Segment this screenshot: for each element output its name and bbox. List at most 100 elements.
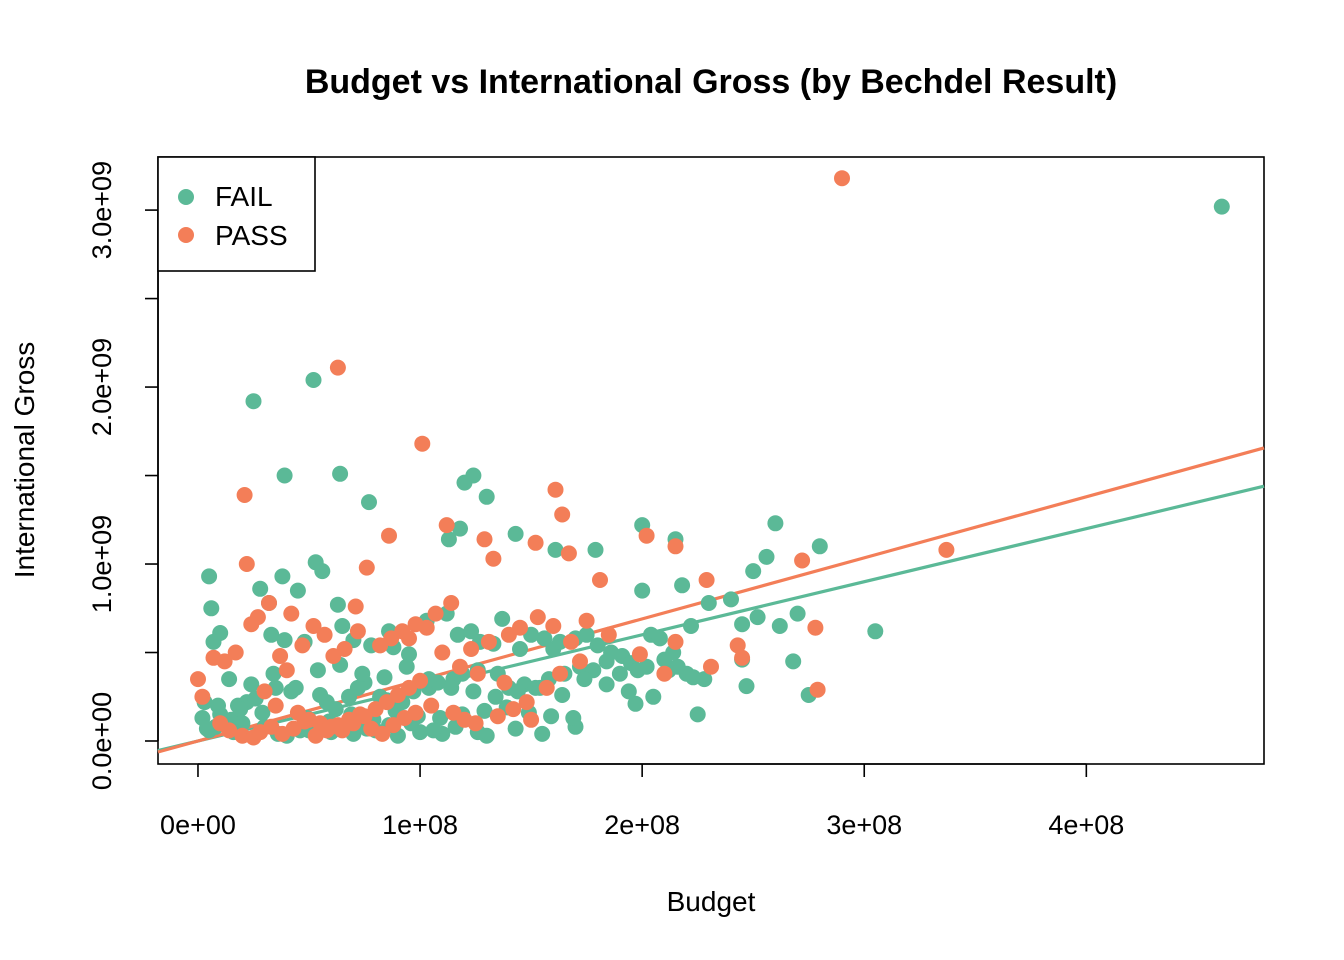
point-fail	[620, 683, 637, 700]
point-fail	[767, 515, 784, 532]
point-pass	[267, 697, 284, 714]
point-fail	[645, 688, 662, 705]
point-fail	[771, 618, 788, 634]
y-tick-label: 2.0e+09	[87, 338, 117, 436]
point-pass	[272, 648, 289, 664]
point-fail	[683, 618, 699, 634]
point-fail	[243, 676, 260, 693]
point-pass	[485, 550, 502, 567]
point-pass	[374, 725, 391, 742]
point-fail	[811, 538, 828, 555]
point-fail	[785, 653, 802, 670]
point-pass	[547, 481, 564, 498]
point-pass	[294, 637, 311, 654]
x-tick-label: 0e+00	[160, 810, 236, 840]
point-pass	[518, 694, 535, 711]
point-fail	[354, 665, 371, 682]
chart-title: Budget vs International Gross (by Bechde…	[305, 63, 1117, 101]
point-fail	[210, 697, 226, 714]
x-tick-label: 4e+08	[1048, 810, 1124, 840]
point-pass	[809, 681, 826, 698]
point-fail	[263, 626, 280, 643]
point-pass	[469, 665, 486, 682]
point-pass	[734, 649, 751, 666]
point-pass	[463, 641, 480, 657]
point-pass	[938, 541, 955, 558]
point-pass	[372, 637, 389, 654]
point-pass	[667, 633, 684, 650]
point-fail	[536, 630, 553, 647]
point-pass	[443, 595, 460, 611]
x-tick-label: 3e+08	[826, 810, 902, 840]
point-fail	[611, 665, 628, 682]
point-pass	[261, 595, 277, 611]
point-pass	[427, 605, 444, 622]
point-fail	[494, 610, 511, 627]
legend: FAIL PASS	[157, 156, 316, 272]
point-fail	[476, 702, 493, 719]
point-fail	[547, 541, 564, 558]
point-pass	[194, 688, 211, 705]
point-fail	[376, 669, 393, 686]
point-pass	[500, 626, 517, 643]
point-fail	[201, 568, 218, 585]
point-pass	[703, 658, 719, 675]
y-tick-label: 3.0e+09	[87, 161, 117, 259]
point-pass	[352, 706, 369, 723]
point-fail	[289, 582, 306, 599]
point-fail	[361, 494, 377, 511]
point-pass	[238, 556, 255, 572]
point-fail	[265, 665, 282, 682]
point-pass	[227, 644, 244, 661]
point-pass	[496, 674, 513, 691]
point-pass	[552, 665, 568, 682]
point-pass	[529, 609, 546, 626]
point-fail	[1213, 198, 1230, 215]
point-pass	[729, 637, 746, 654]
point-fail	[329, 596, 346, 613]
point-pass	[560, 545, 577, 562]
point-fail	[700, 595, 717, 611]
point-pass	[489, 708, 506, 725]
point-fail	[452, 520, 468, 537]
point-fail	[449, 626, 466, 643]
point-fail	[487, 688, 504, 705]
legend-box	[157, 156, 316, 272]
point-pass	[600, 626, 617, 643]
point-fail	[598, 653, 615, 670]
point-pass	[190, 671, 206, 688]
point-pass	[656, 665, 673, 682]
point-pass	[256, 683, 273, 700]
point-fail	[543, 708, 560, 725]
point-pass	[283, 605, 300, 622]
y-tick-label: 0.0e+00	[87, 692, 117, 790]
point-pass	[807, 619, 824, 636]
point-fail	[401, 646, 417, 663]
point-pass	[554, 506, 571, 523]
point-pass	[631, 646, 648, 663]
point-fail	[509, 683, 526, 700]
point-fail	[327, 701, 344, 718]
point-fail	[598, 676, 615, 693]
point-pass	[414, 435, 431, 452]
x-tick-label: 1e+08	[382, 810, 458, 840]
point-fail	[203, 600, 220, 617]
point-fail	[232, 701, 249, 718]
point-pass	[467, 715, 484, 732]
point-fail	[696, 671, 713, 688]
y-axis: 0.0e+00 1.0e+09 2.0e+09 3.0e+09	[87, 161, 159, 790]
point-fail	[565, 710, 582, 726]
point-pass	[401, 630, 417, 647]
point-fail	[552, 633, 568, 650]
point-fail	[221, 671, 238, 688]
legend-label-pass: PASS	[215, 220, 288, 251]
point-fail	[738, 678, 755, 695]
point-fail	[789, 605, 806, 622]
point-pass	[316, 626, 333, 643]
y-tick-label: 1.0e+09	[87, 515, 117, 613]
point-pass	[423, 697, 440, 714]
point-fail	[507, 720, 524, 737]
point-pass	[834, 170, 850, 187]
point-pass	[480, 633, 497, 650]
